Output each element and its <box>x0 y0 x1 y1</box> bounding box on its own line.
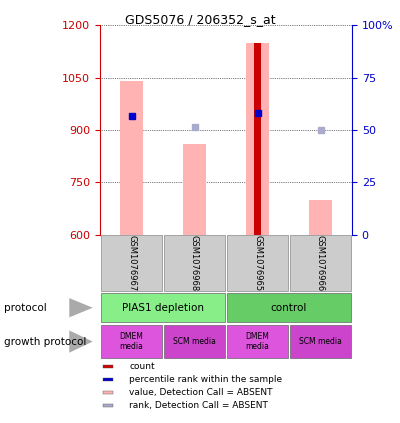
Bar <box>164 325 225 358</box>
Bar <box>103 404 112 407</box>
Bar <box>290 325 351 358</box>
Text: value, Detection Call = ABSENT: value, Detection Call = ABSENT <box>129 388 273 397</box>
Text: GSM1076965: GSM1076965 <box>253 235 262 291</box>
Bar <box>101 293 225 322</box>
Text: DMEM
media: DMEM media <box>246 332 270 351</box>
Text: GSM1076966: GSM1076966 <box>316 235 325 291</box>
Polygon shape <box>69 298 93 317</box>
Bar <box>103 391 112 394</box>
Bar <box>246 43 268 235</box>
Text: percentile rank within the sample: percentile rank within the sample <box>129 375 282 384</box>
Bar <box>227 235 288 291</box>
Bar <box>164 235 225 291</box>
Text: growth protocol: growth protocol <box>4 337 86 346</box>
Bar <box>227 293 351 322</box>
Bar <box>101 235 162 291</box>
Bar <box>103 365 112 368</box>
Polygon shape <box>69 330 93 353</box>
Text: GSM1076968: GSM1076968 <box>190 235 199 291</box>
Text: SCM media: SCM media <box>173 337 216 346</box>
Bar <box>227 325 288 358</box>
Bar <box>120 81 142 235</box>
Text: GDS5076 / 206352_s_at: GDS5076 / 206352_s_at <box>125 13 275 26</box>
Bar <box>310 200 332 235</box>
Text: count: count <box>129 362 155 371</box>
Text: SCM media: SCM media <box>299 337 342 346</box>
Text: PIAS1 depletion: PIAS1 depletion <box>122 303 204 313</box>
Bar <box>184 144 206 235</box>
Text: control: control <box>271 303 307 313</box>
Text: rank, Detection Call = ABSENT: rank, Detection Call = ABSENT <box>129 401 268 410</box>
Bar <box>101 325 162 358</box>
Bar <box>290 235 351 291</box>
Text: GSM1076967: GSM1076967 <box>127 235 136 291</box>
Bar <box>103 378 112 381</box>
Text: DMEM
media: DMEM media <box>120 332 144 351</box>
Bar <box>254 43 261 235</box>
Text: protocol: protocol <box>4 303 47 313</box>
